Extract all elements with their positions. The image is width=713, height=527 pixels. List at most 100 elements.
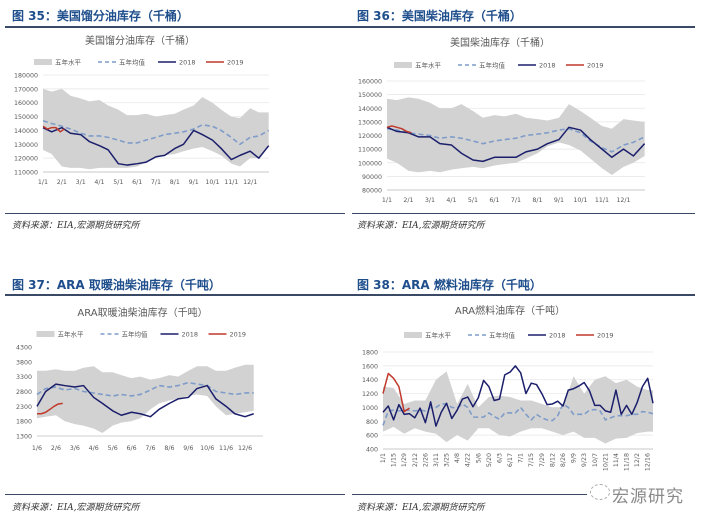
x-tick-label: 6/6 <box>126 445 136 452</box>
x-tick-label: 12/2 <box>634 453 641 467</box>
x-tick-label: 12/6 <box>238 445 252 452</box>
watermark: 宏源研究 <box>612 487 684 507</box>
legend-label: 五年水平 <box>425 331 452 340</box>
chart-svg: ARA取暖油柴油库存（千吨） 五年水平 五年均值 2018 2019 1300 1800 23… <box>16 306 263 452</box>
y-tick-label: 3300 <box>16 374 32 381</box>
five-year-average-line <box>382 403 654 426</box>
y-tick-label: 110000 <box>358 147 382 154</box>
chart-svg: 美国馏分油库存（千桶） 五年水平 五年均值 2018 2019 110000 120000 1… <box>14 34 270 186</box>
chart-title: ARA取暖油柴油库存（千吨） <box>77 306 207 319</box>
x-tick-label: 3/1 <box>76 179 86 186</box>
y-tick-label: 130000 <box>358 119 382 126</box>
legend-item-five-year-average: 五年均值 <box>100 330 149 339</box>
y-tick-label: 400 <box>366 447 378 454</box>
legend-label: 五年水平 <box>415 61 442 70</box>
series-2019-line <box>382 372 410 413</box>
figure-36-header: 图 36：美国柴油库存（千桶） <box>357 9 522 23</box>
source-note: 资料来源：EIA,宏源期货研究所 <box>357 221 485 231</box>
x-tick-label: 8/26 <box>560 453 567 467</box>
x-tick-label: 5/6 <box>108 445 118 452</box>
x-tick-label: 9/6 <box>183 445 193 452</box>
x-tick-label: 8/1 <box>532 197 542 204</box>
chart-ara-fuel-oil: ARA燃料油库存（千吨） 五年水平 五年均值 2018 2019 400 600 800 100… <box>350 302 670 492</box>
y-tick-label: 4300 <box>16 345 32 352</box>
x-tick-label: 6/3 <box>496 453 503 463</box>
x-tick-label: 7/6 <box>145 445 155 452</box>
x-tick-label: 7/1 <box>511 197 521 204</box>
x-tick-label: 7/29 <box>539 453 546 467</box>
legend-item-2018: 2018 <box>518 62 556 70</box>
series-2018-line <box>382 365 654 427</box>
chart-svg: 美国柴油库存（千桶） 五年水平 五年均值 2018 2019 80000 90000 1000… <box>358 36 646 204</box>
five-year-range-band <box>387 97 645 176</box>
legend-label: 五年均值 <box>122 330 149 339</box>
header-divider <box>5 294 695 296</box>
watermark-logo-icon <box>590 484 610 500</box>
y-tick-label: 130000 <box>14 142 38 149</box>
chart-us-distillate: 美国馏分油库存（千桶） 五年水平 五年均值 2018 2019 110000 120000 1… <box>5 32 275 197</box>
x-tick-label: 2/26 <box>422 453 429 467</box>
y-tick-label: 1600 <box>362 363 378 370</box>
x-tick-label: 1/1 <box>382 197 392 204</box>
legend-swatch <box>404 332 422 338</box>
five-year-range-band <box>43 88 269 170</box>
chart-title: 美国柴油库存（千桶） <box>450 36 550 49</box>
legend-item-five-year-average: 五年均值 <box>458 61 506 70</box>
y-tick-label: 90000 <box>362 174 382 181</box>
legend-item-2019: 2019 <box>208 331 247 339</box>
legend-label: 五年水平 <box>55 58 82 67</box>
x-tick-label: 9/23 <box>581 453 588 467</box>
chart-svg: ARA燃料油库存（千吨） 五年水平 五年均值 2018 2019 400 600 800 100… <box>362 304 654 471</box>
legend-label: 2018 <box>539 62 556 70</box>
five-year-average-line <box>36 381 254 397</box>
y-tick-label: 120000 <box>14 156 38 163</box>
chart-title: 美国馏分油库存（千桶） <box>85 34 195 47</box>
legend-label: 2019 <box>597 332 614 340</box>
chart-ara-gasoil: ARA取暖油柴油库存（千吨） 五年水平 五年均值 2018 2019 1300 1800 23… <box>5 302 280 462</box>
y-tick-label: 160000 <box>358 79 382 86</box>
x-tick-label: 4/1 <box>94 179 104 186</box>
y-tick-label: 2800 <box>16 389 32 396</box>
legend-label: 2018 <box>179 59 196 67</box>
y-tick-label: 140000 <box>14 128 38 135</box>
chart-us-diesel: 美国柴油库存（千桶） 五年水平 五年均值 2018 2019 80000 90000 1000… <box>350 32 650 212</box>
legend-item-2019: 2019 <box>566 62 604 70</box>
x-tick-label: 1/29 <box>401 453 408 467</box>
y-tick-label: 1800 <box>16 419 32 426</box>
y-tick-label: 1800 <box>362 350 378 357</box>
source-note: 资料来源：EIA,宏源期货研究所 <box>357 503 485 513</box>
y-tick-label: 170000 <box>14 86 38 93</box>
x-tick-label: 3/11 <box>433 453 440 467</box>
legend-item-five-year-average: 五年均值 <box>98 58 146 67</box>
x-tick-label: 11/1 <box>595 197 609 204</box>
figure-38-header: 图 38：ARA 燃料油库存（千吨） <box>357 278 542 292</box>
source-divider <box>5 494 345 495</box>
x-tick-label: 5/1 <box>113 179 123 186</box>
x-tick-label: 3/1 <box>425 197 435 204</box>
x-tick-label: 5/6 <box>475 453 482 463</box>
legend-item-five-year-range: 五年水平 <box>394 61 442 70</box>
x-tick-label: 1/6 <box>32 445 42 452</box>
legend-item-five-year-range: 五年水平 <box>404 331 452 340</box>
x-tick-label: 4/1 <box>446 197 456 204</box>
five-year-range-band <box>383 371 653 444</box>
x-tick-label: 9/9 <box>571 453 578 463</box>
legend-label: 2019 <box>587 62 604 70</box>
legend-item-2018: 2018 <box>158 59 196 67</box>
legend-swatch <box>34 59 52 65</box>
x-tick-label: 11/1 <box>224 179 238 186</box>
x-tick-label: 2/6 <box>51 445 61 452</box>
legend-swatch <box>394 62 412 68</box>
series-2018-line <box>36 383 254 418</box>
x-tick-label: 10/6 <box>200 445 214 452</box>
source-divider <box>352 494 587 495</box>
x-tick-label: 10/1 <box>573 197 587 204</box>
legend-item-2018: 2018 <box>528 332 566 340</box>
x-tick-label: 2/1 <box>403 197 413 204</box>
five-year-range-band <box>37 364 254 434</box>
legend-label: 五年均值 <box>119 58 146 67</box>
x-tick-label: 7/1 <box>518 453 525 463</box>
x-tick-label: 11/18 <box>624 453 631 471</box>
legend-label: 2019 <box>230 331 247 339</box>
